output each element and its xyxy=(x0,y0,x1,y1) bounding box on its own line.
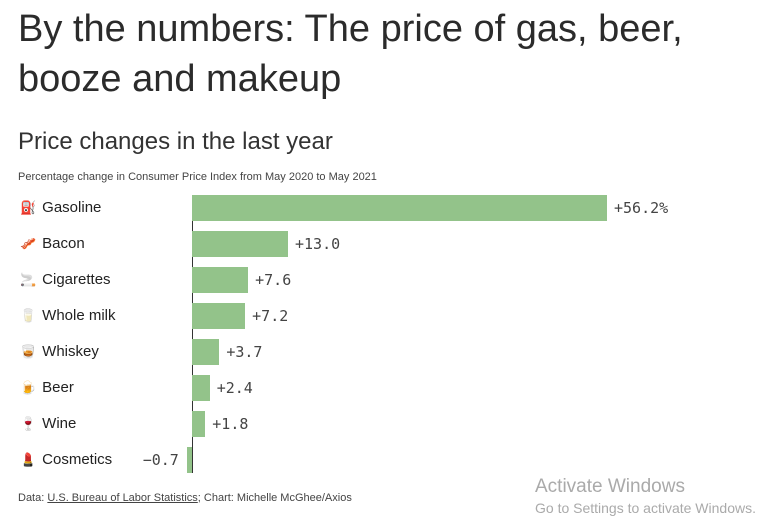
footer-credit: ; Chart: Michelle McGhee/Axios xyxy=(197,492,352,504)
wine-glass-icon: 🍷 xyxy=(20,416,37,431)
category-label: 🚬 Cigarettes xyxy=(20,262,111,298)
bar-beer xyxy=(192,375,210,401)
category-text: Bacon xyxy=(42,235,85,252)
bar-gasoline xyxy=(192,195,607,221)
zero-axis-line xyxy=(192,196,193,473)
category-label: 🥛 Whole milk xyxy=(20,298,116,334)
cigarette-icon: 🚬 xyxy=(20,272,37,287)
category-text: Whole milk xyxy=(42,307,116,324)
value-label: −0.7 xyxy=(142,451,179,469)
value-label: +7.6 xyxy=(255,271,292,289)
source-link[interactable]: U.S. Bureau of Labor Statistics xyxy=(47,492,198,504)
bar-chart: ⛽ Gasoline +56.2% 🥓 Bacon +13.0 🚬 Cigarettes… xyxy=(0,190,770,475)
value-label: +56.2% xyxy=(614,199,669,217)
chart-subtitle: Percentage change in Consumer Price Inde… xyxy=(18,171,377,183)
bar-cigarettes xyxy=(192,267,249,293)
value-label: +1.8 xyxy=(212,415,249,433)
category-text: Gasoline xyxy=(42,199,102,216)
category-label: 💄 Cosmetics xyxy=(20,442,112,478)
watermark-title: Activate Windows xyxy=(535,476,685,497)
bar-whole-milk xyxy=(192,303,246,329)
category-label: 🍺 Beer xyxy=(20,370,74,406)
category-label: 🥓 Bacon xyxy=(20,226,85,262)
bar-whiskey xyxy=(192,339,220,365)
category-text: Beer xyxy=(42,379,74,396)
lipstick-icon: 💄 xyxy=(20,452,37,467)
footer-prefix: Data: xyxy=(18,492,48,504)
chart-title: Price changes in the last year xyxy=(18,128,333,155)
bar-cosmetics xyxy=(186,447,192,473)
value-label: +13.0 xyxy=(294,235,341,253)
bar-wine xyxy=(192,411,206,437)
category-text: Cigarettes xyxy=(42,271,111,288)
fuel-pump-icon: ⛽ xyxy=(20,200,37,215)
category-text: Cosmetics xyxy=(42,451,113,468)
windows-watermark: Activate Windows Go to Settings to activa… xyxy=(535,476,756,516)
category-label: 🥃 Whiskey xyxy=(20,334,99,370)
beer-mug-icon: 🍺 xyxy=(20,380,37,395)
whiskey-glass-icon: 🥃 xyxy=(20,344,37,359)
value-label: +7.2 xyxy=(252,307,289,325)
category-label: 🍷 Wine xyxy=(20,406,76,442)
category-text: Whiskey xyxy=(42,343,99,360)
value-label: +3.7 xyxy=(226,343,263,361)
watermark-subtitle: Go to Settings to activate Windows. xyxy=(535,500,756,516)
milk-glass-icon: 🥛 xyxy=(20,308,37,323)
bar-bacon xyxy=(192,231,288,257)
category-label: ⛽ Gasoline xyxy=(20,190,101,226)
category-text: Wine xyxy=(42,415,77,432)
page-title: By the numbers: The price of gas, beer, … xyxy=(18,8,683,100)
value-label: +2.4 xyxy=(216,379,253,397)
bacon-icon: 🥓 xyxy=(20,236,37,251)
chart-footer: Data: U.S. Bureau of Labor Statistics; C… xyxy=(18,492,352,504)
